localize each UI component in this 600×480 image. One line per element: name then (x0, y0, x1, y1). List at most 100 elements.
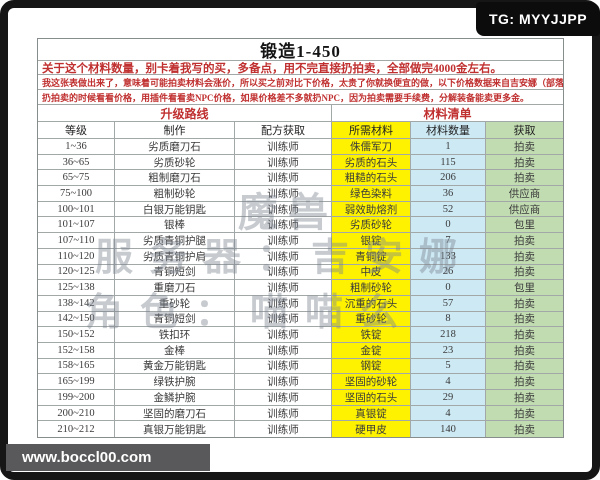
cell-craft: 劣质青铜护肩 (115, 248, 235, 264)
table-row: 158~165 黄金万能钥匙 训练师 钢锭 5 拍卖 (38, 358, 563, 375)
cell-quantity: 1 (411, 139, 486, 154)
tg-contact-badge: TG: MYYJJPP (476, 2, 600, 36)
table-row: 100~101 白银万能钥匙 训练师 弱效助熔剂 52 供应商 (38, 201, 563, 218)
note-line: 我这张表做出来了，意味着可能拍卖材料会涨价，所以买之前对比下价格，太贵了你就换便… (38, 75, 563, 90)
col-header-recipe-source: 配方获取 (235, 122, 332, 138)
cell-obtain: 供应商 (486, 201, 563, 217)
cell-obtain: 拍卖 (486, 139, 563, 154)
cell-obtain: 拍卖 (486, 233, 563, 248)
cell-obtain: 拍卖 (486, 405, 563, 421)
cell-material: 坚固的砂轮 (332, 374, 411, 389)
cell-recipe-source: 训练师 (235, 327, 332, 342)
cell-recipe-source: 训练师 (235, 405, 332, 421)
cell-obtain: 拍卖 (486, 264, 563, 280)
cell-recipe-source: 训练师 (235, 374, 332, 389)
cell-material: 中皮 (332, 264, 411, 280)
group-header-row: 升级路线 材料清单 (38, 105, 563, 122)
cell-craft: 青铜短剑 (115, 311, 235, 327)
cell-material: 劣质砂轮 (332, 217, 411, 233)
table-body: 1~36 劣质磨刀石 训练师 侏儒军刀 1 拍卖 36~65 劣质砂轮 训练师 劣质的石头 115 拍… (38, 139, 563, 438)
cell-recipe-source: 训练师 (235, 248, 332, 264)
cell-material: 青铜锭 (332, 248, 411, 264)
cell-quantity: 4 (411, 374, 486, 389)
cell-level: 125~138 (38, 280, 115, 295)
cell-level: 101~107 (38, 217, 115, 233)
cell-material: 铁锭 (332, 327, 411, 342)
cell-craft: 坚固的磨刀石 (115, 405, 235, 421)
cell-recipe-source: 训练师 (235, 217, 332, 233)
cell-quantity: 8 (411, 311, 486, 327)
table-row: 65~75 粗制磨刀石 训练师 粗糙的石头 206 拍卖 (38, 170, 563, 187)
col-header-level: 等级 (38, 122, 115, 138)
note-text: 关于这个材料数量，别卡着我写的买，多备点，用不完直接扔拍卖，全部做完4000金左… (42, 62, 502, 75)
page-title: 锻造1-450 (260, 42, 341, 61)
cell-level: 152~158 (38, 342, 115, 358)
cell-material: 粗糙的石头 (332, 170, 411, 186)
table-row: 165~199 绿铁护腕 训练师 坚固的砂轮 4 拍卖 (38, 374, 563, 390)
cell-obtain: 拍卖 (486, 327, 563, 342)
cell-material: 钢锭 (332, 358, 411, 374)
cell-quantity: 133 (411, 248, 486, 264)
cell-quantity: 218 (411, 327, 486, 342)
cell-obtain: 拍卖 (486, 358, 563, 374)
cell-craft: 重磨刀石 (115, 280, 235, 295)
cell-level: 120~125 (38, 264, 115, 280)
cell-craft: 劣质砂轮 (115, 154, 235, 170)
table-row: 101~107 银棒 训练师 劣质砂轮 0 包里 (38, 217, 563, 234)
cell-level: 100~101 (38, 201, 115, 217)
cell-obtain: 拍卖 (486, 311, 563, 327)
cell-level: 1~36 (38, 139, 115, 154)
cell-level: 150~152 (38, 327, 115, 342)
cell-craft: 金鳞护腕 (115, 390, 235, 405)
table-row: 125~138 重磨刀石 训练师 粗制砂轮 0 包里 (38, 280, 563, 296)
cell-level: 138~142 (38, 295, 115, 311)
cell-recipe-source: 训练师 (235, 421, 332, 438)
cell-quantity: 23 (411, 342, 486, 358)
cell-material: 硬甲皮 (332, 421, 411, 438)
cell-craft: 劣质磨刀石 (115, 139, 235, 154)
cell-craft: 黄金万能钥匙 (115, 358, 235, 374)
cell-quantity: 26 (411, 264, 486, 280)
cell-recipe-source: 训练师 (235, 280, 332, 295)
cell-material: 坚固的石头 (332, 390, 411, 405)
cell-level: 158~165 (38, 358, 115, 374)
cell-recipe-source: 训练师 (235, 186, 332, 201)
cell-recipe-source: 训练师 (235, 264, 332, 280)
note-line: 关于这个材料数量，别卡着我写的买，多备点，用不完直接扔拍卖，全部做完4000金左… (38, 61, 563, 75)
cell-material: 粗制砂轮 (332, 280, 411, 295)
cell-obtain: 拍卖 (486, 421, 563, 438)
cell-craft: 重砂轮 (115, 295, 235, 311)
cell-obtain: 拍卖 (486, 390, 563, 405)
cell-obtain: 拍卖 (486, 374, 563, 389)
tg-contact-label: TG: MYYJJPP (488, 11, 588, 27)
cell-quantity: 4 (411, 405, 486, 421)
group-header-upgrade-route: 升级路线 (38, 105, 332, 121)
cell-obtain: 拍卖 (486, 248, 563, 264)
website-label: www.boccl00.com (22, 449, 152, 466)
table-row: 110~120 劣质青铜护肩 训练师 青铜锭 133 拍卖 (38, 248, 563, 265)
column-header-row: 等级 制作 配方获取 所需材料 材料数量 获取 (38, 122, 563, 139)
cell-material: 劣质的石头 (332, 154, 411, 170)
cell-quantity: 115 (411, 154, 486, 170)
cell-recipe-source: 训练师 (235, 311, 332, 327)
cell-material: 绿色染料 (332, 186, 411, 201)
col-header-quantity: 材料数量 (411, 122, 486, 138)
table-row: 36~65 劣质砂轮 训练师 劣质的石头 115 拍卖 (38, 154, 563, 171)
col-header-material: 所需材料 (332, 122, 411, 138)
cell-craft: 银棒 (115, 217, 235, 233)
table-row: 210~212 真银万能钥匙 训练师 硬甲皮 140 拍卖 (38, 421, 563, 438)
cell-quantity: 5 (411, 358, 486, 374)
table-row: 150~152 铁扣环 训练师 铁锭 218 拍卖 (38, 327, 563, 343)
cell-level: 110~120 (38, 248, 115, 264)
cell-obtain: 拍卖 (486, 154, 563, 170)
cell-craft: 绿铁护腕 (115, 374, 235, 389)
cell-material: 金锭 (332, 342, 411, 358)
cell-craft: 劣质青铜护腿 (115, 233, 235, 248)
table-row: 107~110 劣质青铜护腿 训练师 银锭 7 拍卖 (38, 233, 563, 249)
cell-recipe-source: 训练师 (235, 201, 332, 217)
cell-level: 200~210 (38, 405, 115, 421)
cell-material: 银锭 (332, 233, 411, 248)
cell-quantity: 140 (411, 421, 486, 438)
cell-obtain: 包里 (486, 217, 563, 233)
